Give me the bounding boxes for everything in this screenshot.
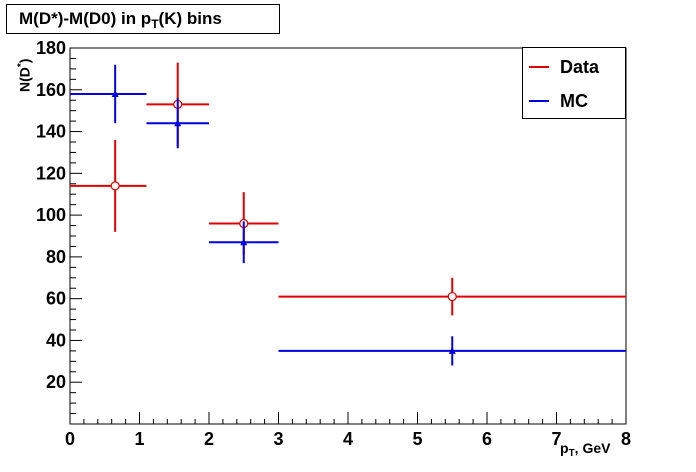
data-point-mc	[240, 238, 248, 246]
x-tick-label: 5	[412, 429, 422, 449]
legend-swatch-mc	[529, 100, 549, 102]
x-tick-label: 7	[551, 429, 561, 449]
x-tick-label: 8	[621, 429, 631, 449]
legend: Data MC	[522, 47, 626, 119]
plot-marks	[70, 62, 626, 366]
y-tick-label: 140	[36, 122, 66, 142]
x-tick-label: 3	[273, 429, 283, 449]
legend-entry-data: Data	[523, 52, 625, 82]
data-point-data	[110, 181, 120, 191]
y-tick-label: 20	[46, 372, 66, 392]
x-tick-label: 4	[343, 429, 353, 449]
legend-entry-mc: MC	[523, 86, 625, 116]
y-tick-label: 160	[36, 80, 66, 100]
legend-swatch-data	[529, 66, 549, 68]
data-point-data	[447, 291, 457, 302]
y-tick-label: 80	[46, 247, 66, 267]
y-tick-label: 40	[46, 330, 66, 350]
y-tick-label: 100	[36, 205, 66, 225]
data-point-mc	[111, 89, 119, 97]
y-tick-label: 60	[46, 289, 66, 309]
x-tick-label: 0	[65, 429, 75, 449]
y-tick-label: 180	[36, 38, 66, 58]
x-tick-label: 6	[482, 429, 492, 449]
data-point-mc	[174, 119, 182, 127]
x-tick-label: 2	[204, 429, 214, 449]
x-tick-label: 1	[134, 429, 144, 449]
legend-label-mc: MC	[560, 91, 588, 111]
legend-label-data: Data	[560, 57, 600, 77]
data-point-mc	[448, 346, 456, 354]
y-axis-label: N(D*)	[16, 58, 33, 92]
chart-title: M(D*)-M(D0) in pT(K) bins	[6, 4, 280, 34]
y-tick-label: 120	[36, 163, 66, 183]
x-axis-label: pT, GeV	[560, 440, 611, 459]
